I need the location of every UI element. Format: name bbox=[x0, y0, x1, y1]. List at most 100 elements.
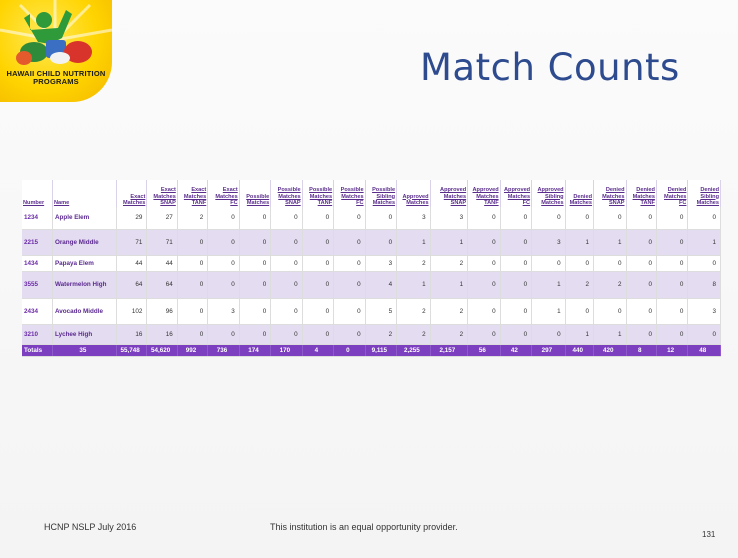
table-cell: 0 bbox=[531, 255, 566, 272]
table-cell: 0 bbox=[239, 271, 272, 299]
table-cell: 0 bbox=[365, 229, 398, 256]
table-cell: 0 bbox=[500, 207, 533, 230]
table-cell: 0 bbox=[626, 271, 657, 299]
table-row: 2434 Avocado Middle 102 96 0 3 0 0 0 0 5 2 2 0 0 1 0 0 0 0 3 bbox=[22, 298, 721, 325]
col-header: Possible Matches TANF bbox=[302, 180, 335, 207]
table-cell: 0 bbox=[500, 255, 533, 272]
totals-cell: 56 bbox=[467, 344, 501, 357]
table-cell: 0 bbox=[333, 298, 366, 325]
table-cell: 2 bbox=[365, 324, 398, 345]
table-cell: 3 bbox=[531, 229, 566, 256]
table-cell: 0 bbox=[177, 255, 209, 272]
table-cell: 0 bbox=[687, 207, 721, 230]
table-cell: 0 bbox=[207, 207, 240, 230]
table-cell: 0 bbox=[500, 271, 533, 299]
table-cell: 0 bbox=[302, 255, 335, 272]
table-cell: 0 bbox=[656, 207, 689, 230]
table-cell: 0 bbox=[302, 324, 335, 345]
table-cell: 2 bbox=[396, 324, 431, 345]
table-cell: 0 bbox=[467, 324, 501, 345]
table-cell: 0 bbox=[656, 229, 689, 256]
col-header: Number bbox=[22, 180, 53, 207]
table-cell: 0 bbox=[333, 271, 366, 299]
totals-cell: 0 bbox=[333, 344, 366, 357]
table-cell: 0 bbox=[239, 207, 272, 230]
table-cell: 0 bbox=[177, 324, 209, 345]
table-cell: 2 bbox=[430, 255, 469, 272]
table-cell: 0 bbox=[333, 207, 366, 230]
table-cell: 0 bbox=[626, 324, 657, 345]
table-cell: 0 bbox=[270, 324, 303, 345]
table-cell: 0 bbox=[656, 298, 689, 325]
table-cell: 0 bbox=[593, 298, 627, 325]
col-header: Approved Matches FC bbox=[500, 180, 533, 207]
table-cell: 3 bbox=[396, 207, 431, 230]
table-cell: 1 bbox=[593, 324, 627, 345]
col-header: Possible Matches SNAP bbox=[270, 180, 303, 207]
hawaii-child-nutrition-logo: HAWAII CHILD NUTRITION PROGRAMS bbox=[0, 0, 112, 102]
table-cell: 0 bbox=[270, 229, 303, 256]
table-cell: 0 bbox=[467, 271, 501, 299]
table-cell: 0 bbox=[177, 271, 209, 299]
table-cell: 64 bbox=[146, 271, 178, 299]
col-header: Possible Matches FC bbox=[333, 180, 366, 207]
table-cell: 0 bbox=[270, 298, 303, 325]
table-cell: 1 bbox=[565, 229, 595, 256]
totals-cell: 42 bbox=[500, 344, 533, 357]
table-cell: 0 bbox=[626, 255, 657, 272]
table-cell: 1 bbox=[593, 229, 627, 256]
school-name: Avocado Middle bbox=[52, 298, 117, 325]
school-number: 1434 bbox=[22, 255, 53, 272]
table-cell: 0 bbox=[333, 255, 366, 272]
col-header: Denied Matches SNAP bbox=[593, 180, 627, 207]
school-name: Lychee High bbox=[52, 324, 117, 345]
school-name: Watermelon High bbox=[52, 271, 117, 299]
table-cell: 2 bbox=[430, 324, 469, 345]
table-cell: 0 bbox=[656, 271, 689, 299]
totals-cell: 12 bbox=[656, 344, 689, 357]
match-counts-table-container: Number Name Exact Matches Exact Matches … bbox=[22, 180, 721, 357]
table-cell: 0 bbox=[593, 207, 627, 230]
col-header: Approved Sibling Matches bbox=[531, 180, 566, 207]
table-cell: 0 bbox=[467, 255, 501, 272]
table-cell: 16 bbox=[146, 324, 178, 345]
table-cell: 2 bbox=[430, 298, 469, 325]
table-cell: 0 bbox=[207, 271, 240, 299]
page-number: 131 bbox=[702, 530, 716, 539]
table-cell: 0 bbox=[626, 207, 657, 230]
table-cell: 0 bbox=[239, 229, 272, 256]
totals-cell: 420 bbox=[593, 344, 627, 357]
table-cell: 0 bbox=[302, 271, 335, 299]
table-row: 1434 Papaya Elem 44 44 0 0 0 0 0 0 3 2 2 0 0 0 0 0 0 0 0 bbox=[22, 255, 721, 272]
totals-cell: 54,620 bbox=[146, 344, 178, 357]
col-header: Approved Matches SNAP bbox=[430, 180, 469, 207]
table-row: 1234 Apple Elem 29 27 2 0 0 0 0 0 0 3 3 0 0 0 0 0 0 0 0 bbox=[22, 207, 721, 230]
totals-cell: 440 bbox=[565, 344, 595, 357]
table-cell: 0 bbox=[333, 229, 366, 256]
col-header: Approved Matches TANF bbox=[467, 180, 501, 207]
col-header: Name bbox=[52, 180, 117, 207]
table-cell: 1 bbox=[687, 229, 721, 256]
totals-row: Totals 35 55,748 54,620 992 736 174 170 4 0 9,115 2… bbox=[22, 344, 721, 357]
col-header: Denied Sibling Matches bbox=[687, 180, 721, 207]
table-cell: 0 bbox=[500, 229, 533, 256]
table-cell: 29 bbox=[116, 207, 148, 230]
table-cell: 0 bbox=[687, 324, 721, 345]
table-cell: 8 bbox=[687, 271, 721, 299]
table-cell: 0 bbox=[270, 255, 303, 272]
col-header: Denied Matches FC bbox=[656, 180, 689, 207]
table-cell: 1 bbox=[430, 229, 469, 256]
school-name: Orange Middle bbox=[52, 229, 117, 256]
totals-label: Totals bbox=[22, 344, 53, 357]
table-cell: 44 bbox=[116, 255, 148, 272]
school-number: 3555 bbox=[22, 271, 53, 299]
table-cell: 2 bbox=[396, 255, 431, 272]
table-row: 3210 Lychee High 16 16 0 0 0 0 0 0 2 2 2 0 0 0 1 1 0 0 0 bbox=[22, 324, 721, 345]
table-cell: 96 bbox=[146, 298, 178, 325]
school-number: 2434 bbox=[22, 298, 53, 325]
table-cell: 0 bbox=[207, 255, 240, 272]
table-cell: 1 bbox=[396, 271, 431, 299]
totals-cell: 170 bbox=[270, 344, 303, 357]
table-cell: 0 bbox=[531, 207, 566, 230]
